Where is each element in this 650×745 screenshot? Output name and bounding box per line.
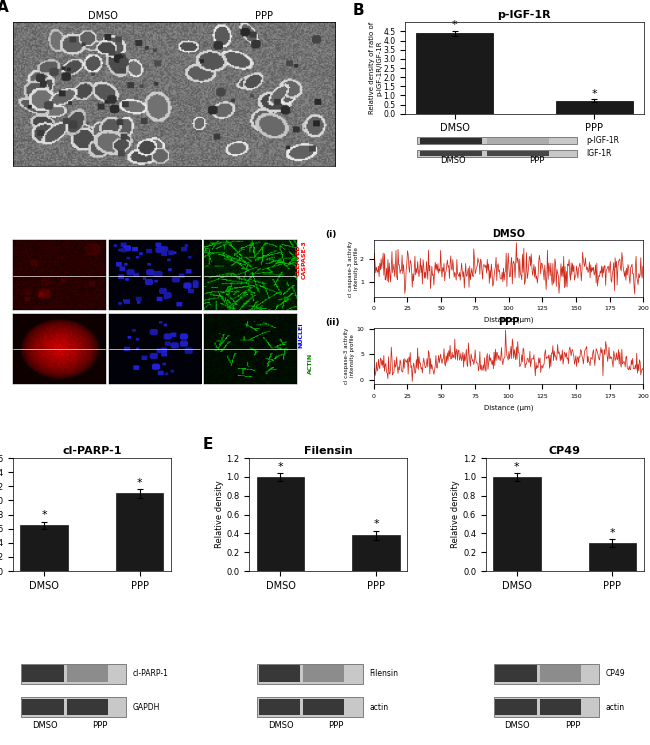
Text: actin: actin xyxy=(606,703,625,711)
Text: PPP: PPP xyxy=(255,11,274,21)
Y-axis label: Relative density: Relative density xyxy=(214,481,224,548)
Y-axis label: Relative density: Relative density xyxy=(451,481,460,548)
Text: GAPDH: GAPDH xyxy=(133,703,160,711)
Bar xyxy=(21,664,127,684)
Text: cl-PARP-1: cl-PARP-1 xyxy=(133,669,168,678)
Text: ACTIN: ACTIN xyxy=(307,352,313,374)
Title: cl-PARP-1: cl-PARP-1 xyxy=(62,446,122,456)
Text: DMSO: DMSO xyxy=(504,721,530,730)
X-axis label: Distance (μm): Distance (μm) xyxy=(484,317,534,323)
Title: Filensin: Filensin xyxy=(304,446,352,456)
Text: *: * xyxy=(592,89,597,99)
Bar xyxy=(487,150,549,156)
Title: CP49: CP49 xyxy=(549,446,580,456)
Bar xyxy=(257,477,304,571)
X-axis label: Distance (μm): Distance (μm) xyxy=(484,405,534,410)
Bar xyxy=(540,665,581,682)
Text: *: * xyxy=(610,527,616,538)
Text: PPP: PPP xyxy=(92,721,107,730)
Text: (i): (i) xyxy=(325,230,337,239)
Bar xyxy=(556,101,632,114)
Bar xyxy=(23,665,64,682)
Bar xyxy=(420,138,482,144)
Text: PPP: PPP xyxy=(328,721,344,730)
Text: B: B xyxy=(353,3,365,18)
Bar xyxy=(417,150,577,157)
Text: *: * xyxy=(136,478,142,488)
Text: DMSO: DMSO xyxy=(268,721,294,730)
Y-axis label: cl caspase-3 activity
intensity profile: cl caspase-3 activity intensity profile xyxy=(348,240,359,297)
Bar xyxy=(540,699,581,715)
Y-axis label: Relative density of ratio of
p-IGF-1R/IGF-1R: Relative density of ratio of p-IGF-1R/IG… xyxy=(369,22,382,114)
Text: CP49: CP49 xyxy=(606,669,625,678)
Bar xyxy=(259,699,300,715)
Bar xyxy=(495,699,536,715)
Text: p-IGF-1R: p-IGF-1R xyxy=(586,136,619,145)
Text: *: * xyxy=(373,519,379,529)
Bar xyxy=(352,536,400,571)
Bar xyxy=(67,699,108,715)
Text: E: E xyxy=(202,437,213,452)
Text: DMSO: DMSO xyxy=(88,11,118,21)
Bar xyxy=(257,697,363,717)
Bar xyxy=(487,138,549,144)
Text: PPP: PPP xyxy=(528,156,544,165)
Text: PPP: PPP xyxy=(565,721,580,730)
Bar xyxy=(67,665,108,682)
Y-axis label: cl caspase-3 activity
intensity profile: cl caspase-3 activity intensity profile xyxy=(344,328,355,384)
Text: DMSO: DMSO xyxy=(440,156,466,165)
Bar xyxy=(494,697,599,717)
Text: A: A xyxy=(0,0,8,15)
Text: actin: actin xyxy=(369,703,388,711)
Text: NUCLEI: NUCLEI xyxy=(299,322,304,348)
Title: p-IGF-1R: p-IGF-1R xyxy=(498,10,551,20)
Text: *: * xyxy=(278,462,283,472)
Bar xyxy=(116,493,163,571)
Text: *: * xyxy=(514,462,520,472)
Bar xyxy=(20,525,68,571)
Bar xyxy=(257,664,363,684)
Bar xyxy=(23,699,64,715)
Bar xyxy=(494,664,599,684)
Title: DMSO: DMSO xyxy=(492,229,525,239)
Text: DMSO: DMSO xyxy=(32,721,57,730)
Bar xyxy=(420,150,482,156)
Text: Filensin: Filensin xyxy=(369,669,398,678)
Text: IGF-1R: IGF-1R xyxy=(586,149,612,158)
Bar xyxy=(304,699,344,715)
Bar xyxy=(495,665,536,682)
Bar xyxy=(21,697,127,717)
Bar xyxy=(416,34,493,114)
Bar xyxy=(588,543,636,571)
Text: (ii): (ii) xyxy=(325,318,340,327)
Bar xyxy=(493,477,541,571)
Bar xyxy=(304,665,344,682)
Text: *: * xyxy=(41,510,47,520)
Text: *: * xyxy=(452,20,458,31)
Bar xyxy=(259,665,300,682)
Text: CLEAVED
CASPASE-3: CLEAVED CASPASE-3 xyxy=(296,241,307,279)
Bar xyxy=(417,137,577,145)
Title: PPP: PPP xyxy=(498,317,519,327)
